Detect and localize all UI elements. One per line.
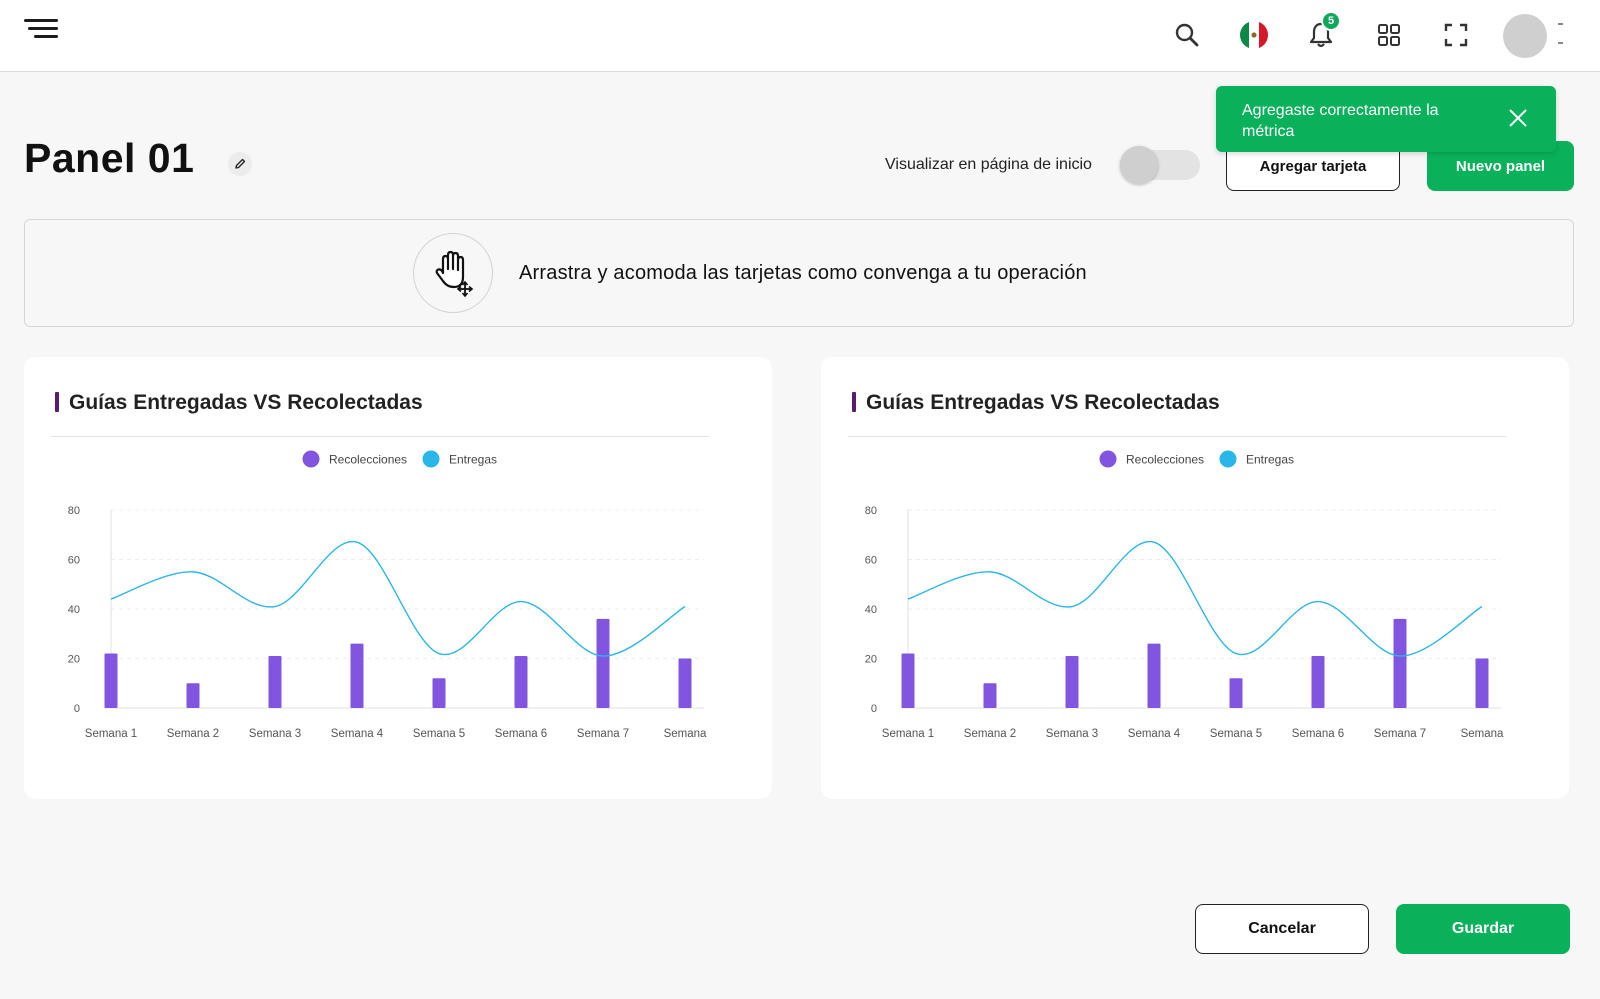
bar bbox=[104, 653, 118, 708]
menu-icon[interactable] bbox=[22, 16, 62, 46]
x-tick-label: Semana 5 bbox=[413, 728, 465, 740]
bell-icon[interactable]: 5 bbox=[1304, 11, 1341, 52]
bar bbox=[432, 678, 446, 708]
y-tick-label: 20 bbox=[865, 654, 877, 666]
x-tick-label: Semana 1 bbox=[85, 728, 137, 740]
toggle-label: Visualizar en página de inicio bbox=[885, 156, 1092, 173]
x-tick-label: Semana bbox=[664, 728, 707, 740]
top-bar: 5 bbox=[0, 0, 1600, 72]
legend-label: Entregas bbox=[1246, 453, 1294, 467]
legend-marker bbox=[302, 450, 320, 468]
card-divider bbox=[848, 436, 1506, 437]
legend-label: Entregas bbox=[449, 453, 497, 467]
bar bbox=[983, 683, 997, 708]
y-tick-label: 20 bbox=[68, 654, 80, 666]
bar bbox=[186, 683, 200, 708]
line-series-entregas bbox=[110, 541, 686, 657]
drag-hint-banner: Arrastra y acomoda las tarjetas como con… bbox=[24, 219, 1574, 327]
x-tick-label: Semana 2 bbox=[964, 728, 1016, 740]
grid-icon[interactable] bbox=[1372, 18, 1406, 52]
x-tick-label: Semana 4 bbox=[1128, 728, 1181, 740]
x-tick-label: Semana 3 bbox=[249, 728, 301, 740]
bar bbox=[1147, 643, 1161, 708]
x-tick-label: Semana 4 bbox=[331, 728, 384, 740]
legend-label: Recolecciones bbox=[1126, 453, 1204, 467]
drag-hint-text: Arrastra y acomoda las tarjetas como con… bbox=[519, 262, 1087, 284]
title-marker bbox=[55, 392, 59, 412]
avatar[interactable] bbox=[1503, 14, 1547, 58]
y-tick-label: 60 bbox=[68, 555, 80, 567]
bar bbox=[596, 618, 610, 708]
search-icon[interactable] bbox=[1170, 18, 1204, 52]
close-icon[interactable] bbox=[1506, 106, 1530, 130]
x-tick-label: Semana bbox=[1461, 728, 1504, 740]
line-series-entregas bbox=[907, 541, 1483, 657]
bar bbox=[268, 656, 282, 708]
y-tick-label: 80 bbox=[865, 505, 877, 517]
y-tick-label: 60 bbox=[865, 555, 877, 567]
bar bbox=[1475, 658, 1489, 708]
x-tick-label: Semana 2 bbox=[167, 728, 219, 740]
drag-hand-icon bbox=[413, 233, 493, 313]
fullscreen-icon[interactable] bbox=[1439, 18, 1473, 52]
chart-card[interactable]: Guías Entregadas VS Recolectadas Recolec… bbox=[821, 357, 1569, 799]
y-tick-label: 40 bbox=[68, 604, 80, 616]
chart: Recolecciones Entregas 0 20 40 60 80 Semana 1 Se… bbox=[68, 450, 707, 740]
x-tick-label: Semana 7 bbox=[1374, 728, 1426, 740]
y-tick-label: 40 bbox=[865, 604, 877, 616]
x-tick-label: Semana 6 bbox=[1292, 728, 1344, 740]
card-divider bbox=[51, 436, 709, 437]
card-title: Guías Entregadas VS Recolectadas bbox=[69, 391, 423, 414]
bar bbox=[1311, 656, 1325, 708]
success-toast: Agregaste correctamente la métrica bbox=[1216, 86, 1556, 152]
bar bbox=[1393, 618, 1407, 708]
title-marker bbox=[852, 392, 856, 412]
user-menu-indicator-bottom bbox=[1558, 42, 1563, 44]
card-title: Guías Entregadas VS Recolectadas bbox=[866, 391, 1220, 414]
cancel-button[interactable]: Cancelar bbox=[1195, 904, 1369, 954]
user-menu-indicator[interactable] bbox=[1558, 23, 1563, 25]
y-tick-label: 0 bbox=[871, 703, 877, 715]
legend-label: Recolecciones bbox=[329, 453, 407, 467]
bar bbox=[901, 653, 915, 708]
bar bbox=[1229, 678, 1243, 708]
edit-title-icon[interactable] bbox=[228, 152, 252, 176]
legend-marker bbox=[1219, 450, 1237, 468]
y-tick-label: 0 bbox=[74, 703, 80, 715]
mexico-flag-icon[interactable] bbox=[1237, 18, 1271, 52]
x-tick-label: Semana 1 bbox=[882, 728, 934, 740]
bar bbox=[350, 643, 364, 708]
x-tick-label: Semana 5 bbox=[1210, 728, 1262, 740]
x-tick-label: Semana 3 bbox=[1046, 728, 1098, 740]
y-tick-label: 80 bbox=[68, 505, 80, 517]
x-tick-label: Semana 6 bbox=[495, 728, 547, 740]
toast-message: Agregaste correctamente la métrica bbox=[1242, 102, 1439, 140]
chart-card[interactable]: Guías Entregadas VS Recolectadas Recolec… bbox=[24, 357, 772, 799]
home-visibility-toggle[interactable] bbox=[1120, 146, 1200, 184]
notification-badge: 5 bbox=[1321, 11, 1341, 31]
toggle-knob bbox=[1120, 146, 1158, 184]
save-button[interactable]: Guardar bbox=[1396, 904, 1570, 954]
legend-marker bbox=[422, 450, 440, 468]
bar bbox=[514, 656, 528, 708]
x-tick-label: Semana 7 bbox=[577, 728, 629, 740]
bar bbox=[1065, 656, 1079, 708]
chart: Recolecciones Entregas 0 20 40 60 80 Semana 1 Se… bbox=[865, 450, 1504, 740]
bar bbox=[678, 658, 692, 708]
legend-marker bbox=[1099, 450, 1117, 468]
page-title: Panel 01 bbox=[24, 135, 195, 181]
